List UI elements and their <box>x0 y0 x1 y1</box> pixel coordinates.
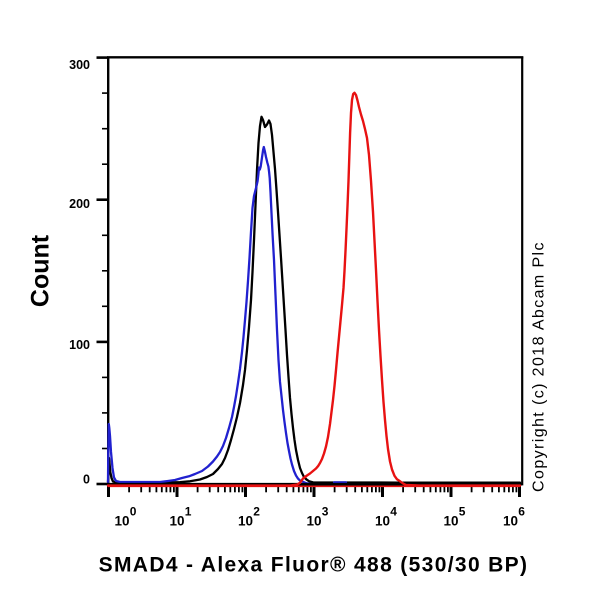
svg-text:300: 300 <box>69 58 90 72</box>
svg-text:Count: Count <box>27 234 55 307</box>
svg-text:1: 1 <box>185 505 192 519</box>
svg-text:5: 5 <box>459 505 466 519</box>
svg-text:10: 10 <box>169 513 184 528</box>
svg-text:3: 3 <box>322 505 329 519</box>
svg-text:100: 100 <box>69 338 90 352</box>
svg-text:10: 10 <box>238 513 253 528</box>
svg-text:0: 0 <box>83 473 90 487</box>
svg-text:2: 2 <box>253 505 260 519</box>
svg-text:6: 6 <box>518 505 525 519</box>
svg-text:4: 4 <box>390 505 397 519</box>
svg-text:10: 10 <box>375 513 390 528</box>
svg-text:SMAD4 - Alexa Fluor® 488 (530/: SMAD4 - Alexa Fluor® 488 (530/30 BP) <box>99 554 529 577</box>
svg-text:0: 0 <box>130 505 137 519</box>
svg-text:Copyright (c) 2018 Abcam Plc: Copyright (c) 2018 Abcam Plc <box>531 241 548 492</box>
svg-text:10: 10 <box>503 513 518 528</box>
svg-text:10: 10 <box>306 513 321 528</box>
svg-text:200: 200 <box>69 197 90 211</box>
svg-text:10: 10 <box>443 513 458 528</box>
svg-text:10: 10 <box>114 513 129 528</box>
